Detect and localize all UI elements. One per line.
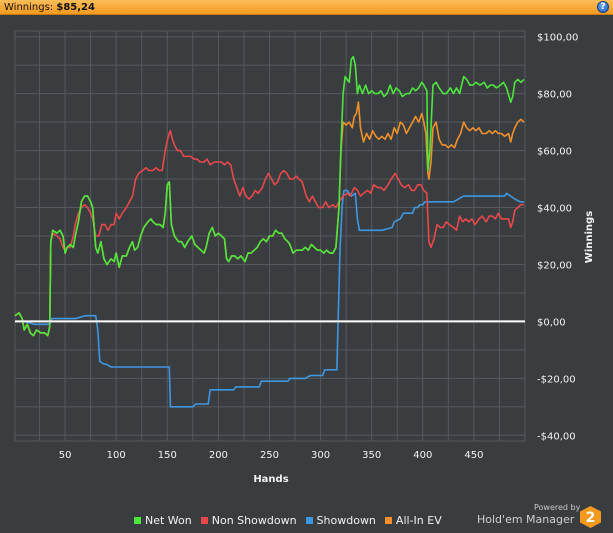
legend-swatch-showdown xyxy=(305,516,313,524)
legend-item-showdown[interactable]: Showdown xyxy=(305,513,376,527)
legend: Net Won Non Showdown Showdown All-In EV xyxy=(134,513,442,527)
powered-by-label: Powered by xyxy=(534,503,581,512)
legend-item-net-won[interactable]: Net Won xyxy=(134,514,192,527)
x-tick-label: 350 xyxy=(362,450,381,461)
legend-label: Net Won xyxy=(145,513,192,527)
legend-swatch-all-in-ev xyxy=(384,516,392,524)
y-axis-ticks: -$40,00 -$20,00 $0,00 $20,00 $40,00 $60,00 $80… xyxy=(537,33,578,443)
x-tick-label: 450 xyxy=(464,450,483,461)
y-tick-label: $20,00 xyxy=(537,260,572,271)
legend-item-non-showdown[interactable]: Non Showdown xyxy=(200,513,297,527)
series-line-net-won xyxy=(14,55,525,337)
y-tick-label: $40,00 xyxy=(537,204,572,215)
hem2-logo-icon: 2 xyxy=(580,506,601,528)
window-title: Winnings: $85,24 xyxy=(4,0,95,15)
title-label: Winnings: xyxy=(4,2,54,13)
x-tick-label: 400 xyxy=(413,450,432,461)
logo-text: 2 xyxy=(586,510,596,526)
legend-swatch-non-showdown xyxy=(200,516,208,524)
y-axis-title: Winnings xyxy=(584,211,595,263)
x-tick-label: 300 xyxy=(311,450,330,461)
grid xyxy=(14,30,526,442)
plot-frame xyxy=(14,30,526,442)
x-tick-label: 200 xyxy=(209,450,228,461)
help-icon[interactable]: ? xyxy=(597,1,609,13)
series-line-showdown xyxy=(15,189,524,408)
title-value: $85,24 xyxy=(56,2,95,13)
y-tick-label: $80,00 xyxy=(537,90,572,101)
title-bar: Winnings: $85,24 ? xyxy=(0,0,613,15)
x-tick-label: 50 xyxy=(59,450,72,461)
x-tick-label: 100 xyxy=(107,450,126,461)
series-layer xyxy=(14,55,525,408)
y-tick-label: $60,00 xyxy=(537,147,572,158)
legend-item-all-in-ev[interactable]: All-In EV xyxy=(384,513,442,527)
y-tick-label: $100,00 xyxy=(537,33,578,44)
x-axis-title: Hands xyxy=(253,474,288,485)
legend-swatch-net-won xyxy=(134,516,141,524)
x-tick-label: 250 xyxy=(260,450,279,461)
x-tick-label: 150 xyxy=(158,450,177,461)
y-tick-label: $0,00 xyxy=(537,317,566,328)
y-tick-label: -$20,00 xyxy=(537,374,576,385)
y-tick-label: -$40,00 xyxy=(537,431,576,442)
legend-label: Non Showdown xyxy=(211,513,297,527)
legend-label: Showdown xyxy=(316,513,376,527)
brand-name: Hold'em Manager xyxy=(477,513,575,526)
legend-label: All-In EV xyxy=(395,513,442,527)
x-axis-ticks: 50 100 150 200 250 300 350 400 450 xyxy=(59,450,484,461)
